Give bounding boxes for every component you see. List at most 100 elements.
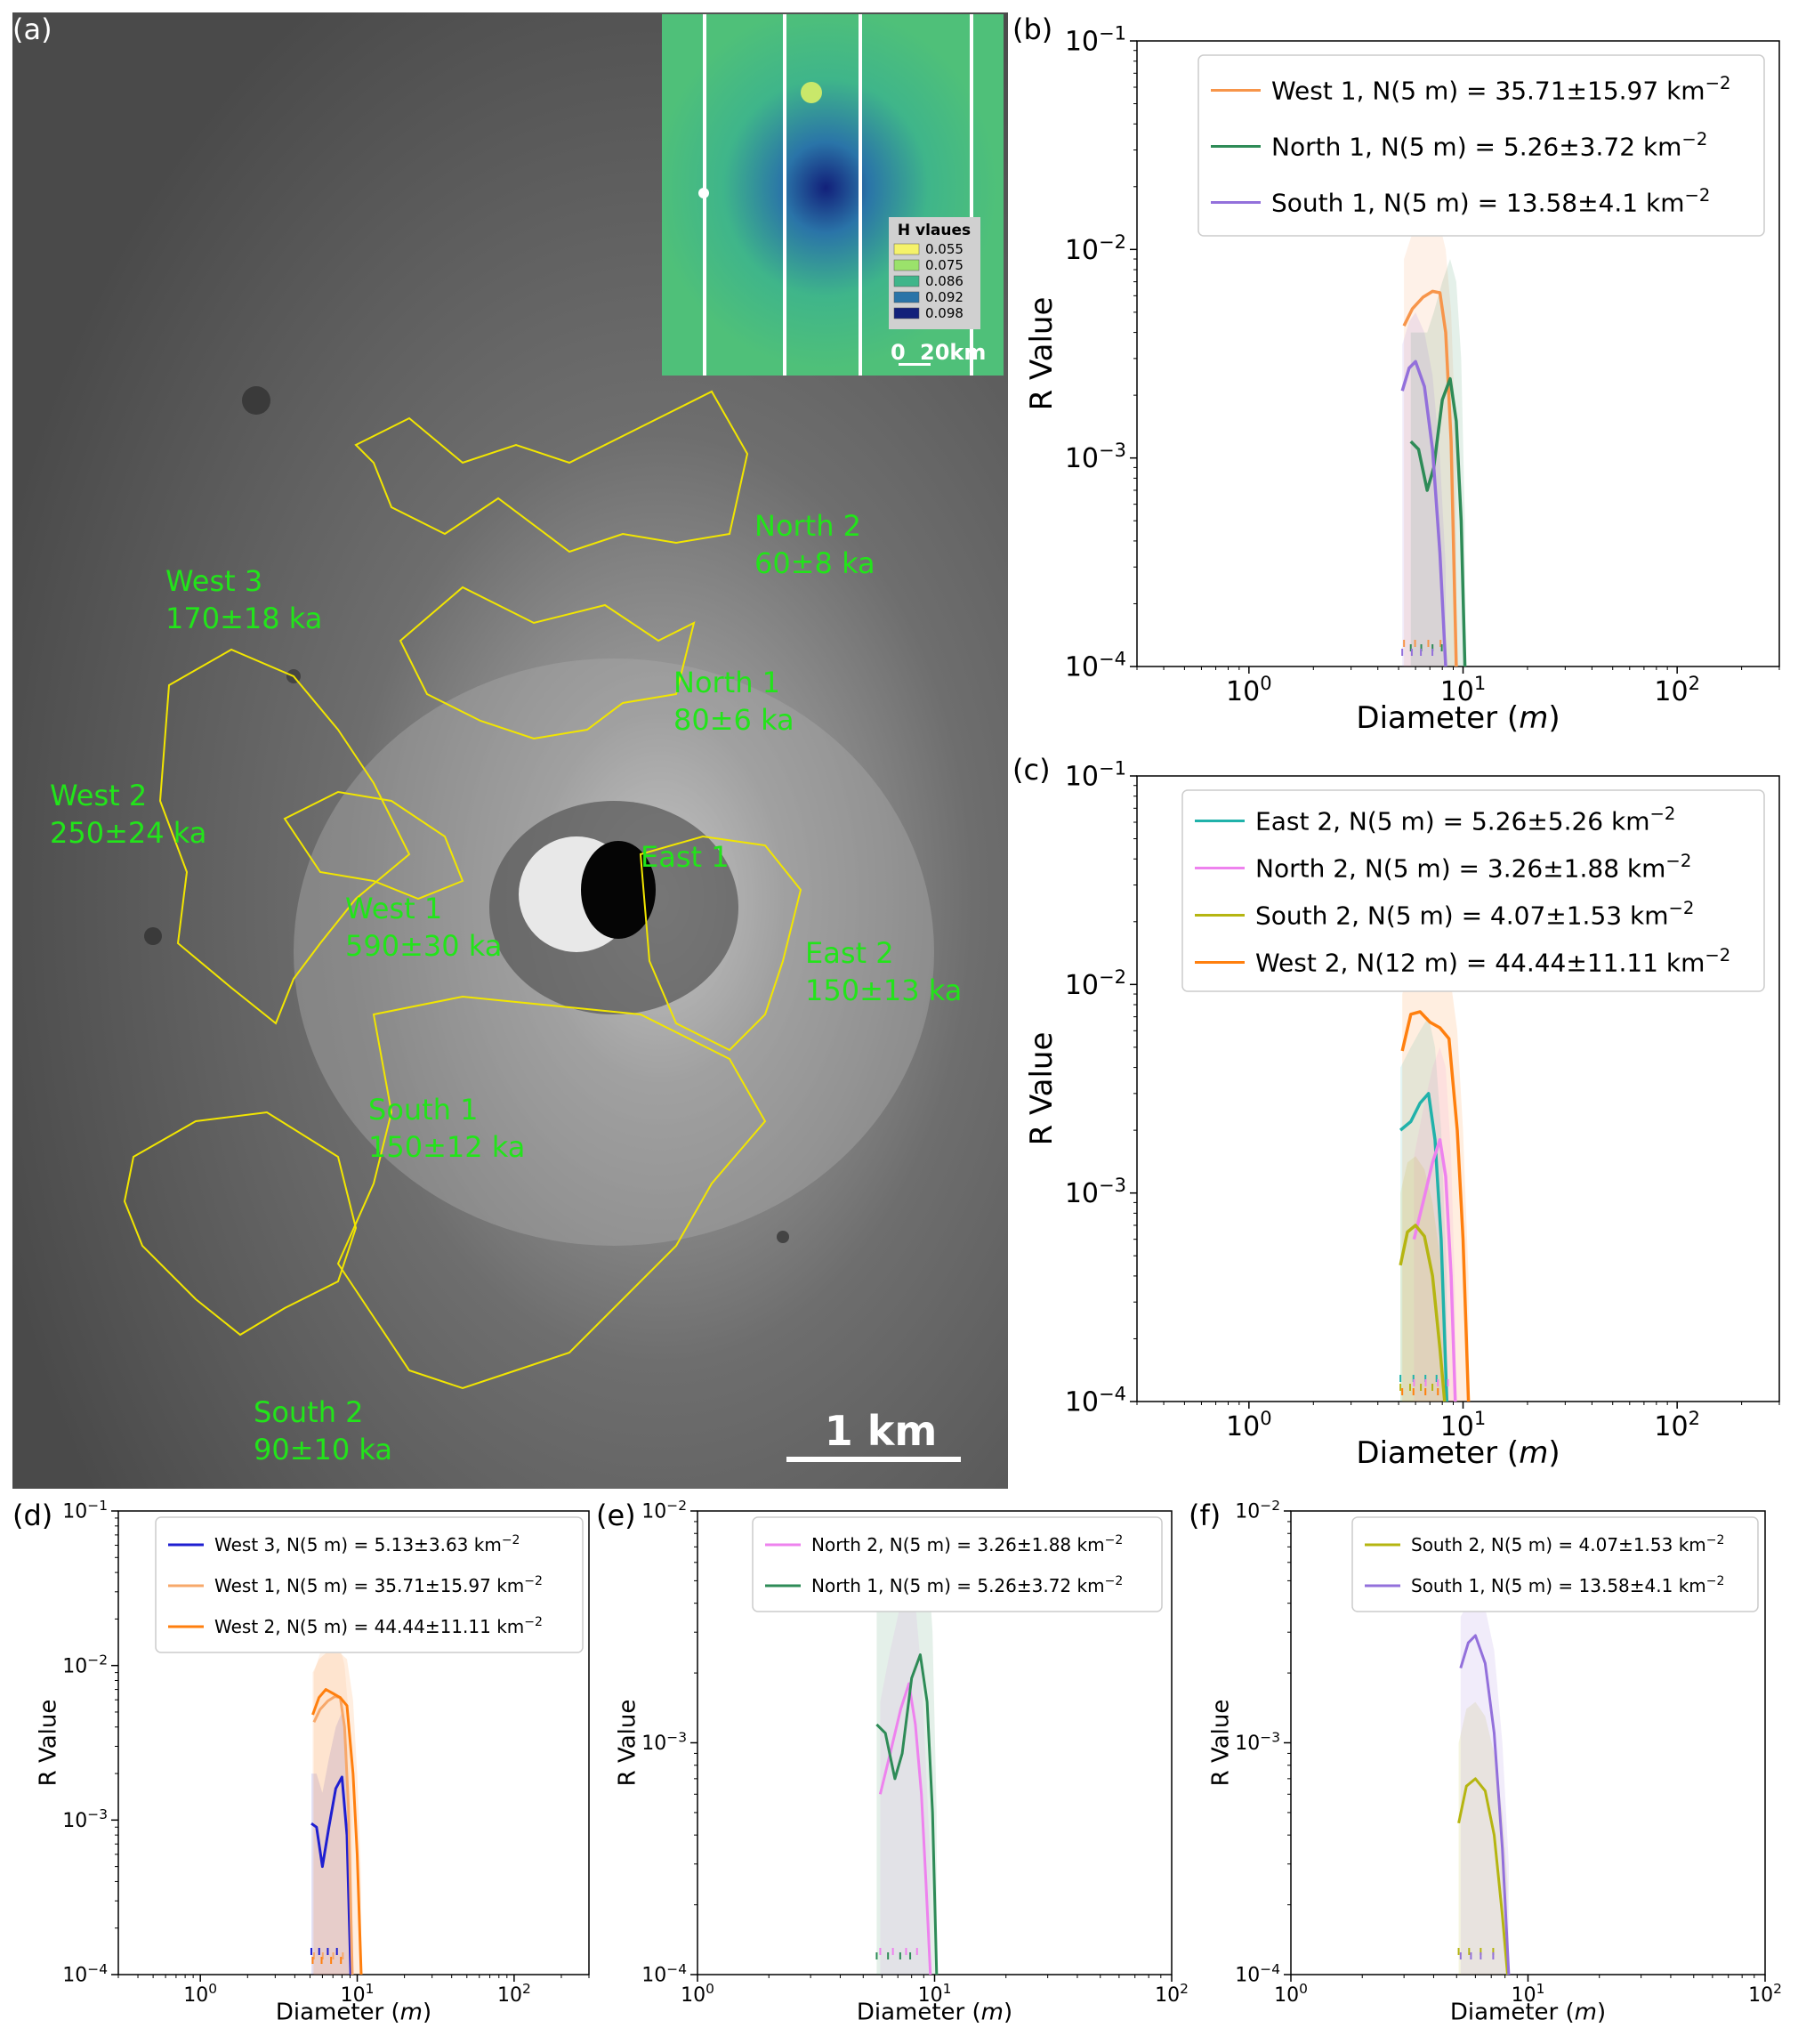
- x-axis-label: Diameter (m): [1356, 700, 1560, 736]
- legend-label: East 2, N(5 m) = 5.26±5.26 km−2: [1255, 804, 1675, 836]
- series-line: [1459, 1634, 1511, 1975]
- series-line: [1412, 1138, 1457, 1402]
- inset-legend-swatch: [893, 243, 920, 255]
- region-name: South 2: [254, 1395, 364, 1429]
- y-tick-label: 10−3: [1065, 1175, 1126, 1209]
- series-line: [1399, 1224, 1447, 1402]
- y-axis-label: R Value: [615, 1700, 641, 1787]
- y-tick-label: 10−2: [1065, 231, 1126, 266]
- legend-label: North 2, N(5 m) = 3.26±1.88 km−2: [1255, 851, 1691, 883]
- x-tick-label: 100: [1274, 1981, 1308, 2007]
- region-age: 60±8 ka: [754, 546, 875, 580]
- y-axis-label: R Value: [1024, 1032, 1060, 1146]
- legend-label: West 1, N(5 m) = 35.71±15.97 km−2: [214, 1574, 543, 1596]
- legend-label: West 2, N(12 m) = 44.44±11.11 km−2: [1255, 945, 1730, 977]
- region-age: 150±13 ka: [805, 974, 962, 1007]
- inset-legend-label: 0.055: [925, 241, 964, 257]
- legend-label: North 1, N(5 m) = 5.26±3.72 km−2: [1271, 129, 1707, 161]
- region-name: West 2: [50, 779, 147, 812]
- series-line: [310, 1775, 352, 1975]
- x-axis-label: Diameter (m): [857, 2000, 1012, 2026]
- x-tick-label: 100: [1226, 673, 1272, 707]
- legend-label: North 1, N(5 m) = 5.26±3.72 km−2: [811, 1574, 1123, 1596]
- scale-bar-label: 1 km: [825, 1407, 938, 1455]
- confidence-band: [1460, 1598, 1509, 1975]
- x-tick-label: 102: [1654, 673, 1700, 707]
- inset-legend-swatch: [893, 275, 920, 287]
- region-age: 590±30 ka: [345, 929, 502, 963]
- confidence-band: [876, 1533, 937, 1975]
- small-crater: [144, 927, 162, 945]
- y-tick-label: 10−2: [62, 1652, 108, 1678]
- y-tick-label: 10−3: [1235, 1729, 1280, 1755]
- legend-label: West 2, N(5 m) = 44.44±11.11 km−2: [214, 1615, 543, 1637]
- series-line: [1409, 376, 1467, 667]
- y-tick-label: 10−4: [62, 1961, 108, 1987]
- region-labels: North 2 60±8 ka West 3 170±18 ka North 1…: [50, 509, 962, 1466]
- region-name: West 3: [165, 564, 262, 598]
- axes-frame: [1136, 775, 1780, 1402]
- small-crater: [242, 386, 270, 415]
- y-tick-label: 10−2: [641, 1498, 687, 1523]
- region-age: 90±10 ka: [254, 1433, 392, 1466]
- series-line: [1457, 1777, 1509, 1975]
- region-name: North 1: [673, 666, 780, 699]
- series-line: [1399, 1092, 1449, 1402]
- y-axis-label: R Value: [1208, 1700, 1235, 1787]
- legend-label: West 1, N(5 m) = 35.71±15.97 km−2: [1271, 73, 1730, 105]
- y-tick-label: 10−4: [1235, 1961, 1280, 1987]
- region-age: 170±18 ka: [165, 602, 322, 635]
- scale-bar: [786, 1457, 961, 1462]
- region-name: East 2: [805, 936, 894, 970]
- panel-label: (d): [12, 1499, 52, 1532]
- inset-legend-swatch: [893, 291, 920, 303]
- panel-label: (f): [1189, 1499, 1221, 1532]
- inset-stripe: [783, 14, 786, 376]
- y-tick-label: 10−4: [1065, 1384, 1126, 1418]
- small-crater: [777, 1231, 789, 1243]
- series-line: [875, 1653, 939, 1975]
- y-tick-label: 10−2: [1065, 966, 1126, 1001]
- region-name: East 1: [641, 840, 730, 874]
- legend-label: South 1, N(5 m) = 13.58±4.1 km−2: [1411, 1574, 1724, 1596]
- x-tick-label: 102: [1654, 1408, 1700, 1442]
- inset-legend-swatch: [893, 259, 920, 271]
- region-age: 150±12 ka: [368, 1130, 525, 1164]
- inset-scale-label: 20km: [920, 340, 986, 365]
- series-line: [311, 1688, 363, 1975]
- y-tick-label: 10−4: [1065, 649, 1126, 683]
- chart-panel-c: (c) 100 101 102 10−4 10−3 10−2 10−1 Diameter (m)…: [1012, 753, 1780, 1471]
- confidence-band: [880, 1580, 931, 1975]
- legend-label: South 2, N(5 m) = 4.07±1.53 km−2: [1411, 1533, 1724, 1555]
- h-value-inset: H vlaues: [662, 14, 1004, 376]
- region-age: 250±24 ka: [50, 816, 206, 850]
- y-tick-label: 10−3: [641, 1729, 687, 1755]
- y-axis-label: R Value: [36, 1700, 62, 1787]
- x-tick-label: 102: [1748, 1981, 1782, 2007]
- inset-crater: [698, 188, 709, 198]
- legend-box: [1197, 54, 1765, 237]
- y-axis-label: R Value: [1024, 297, 1060, 411]
- legend-label: North 2, N(5 m) = 3.26±1.88 km−2: [811, 1533, 1123, 1555]
- series-line: [1400, 1010, 1471, 1402]
- legend-label: South 2, N(5 m) = 4.07±1.53 km−2: [1255, 898, 1694, 930]
- confidence-band: [1400, 1156, 1445, 1402]
- y-tick-label: 10−1: [1065, 758, 1126, 793]
- inset-legend-label: 0.075: [925, 257, 964, 273]
- x-axis-label: Diameter (m): [1450, 2000, 1606, 2026]
- x-tick-label: 100: [1226, 1408, 1272, 1442]
- y-tick-label: 10−3: [62, 1806, 108, 1832]
- inset-scale-zero: 0: [891, 340, 906, 365]
- y-tick-label: 10−1: [62, 1498, 108, 1523]
- inset-legend-swatch: [893, 307, 920, 319]
- confidence-band: [1402, 311, 1446, 667]
- inset-legend-label: 0.086: [925, 273, 964, 289]
- region-outlines: [123, 390, 802, 1390]
- inset-scale-bar: [899, 363, 931, 366]
- x-tick-label: 102: [1155, 1981, 1189, 2007]
